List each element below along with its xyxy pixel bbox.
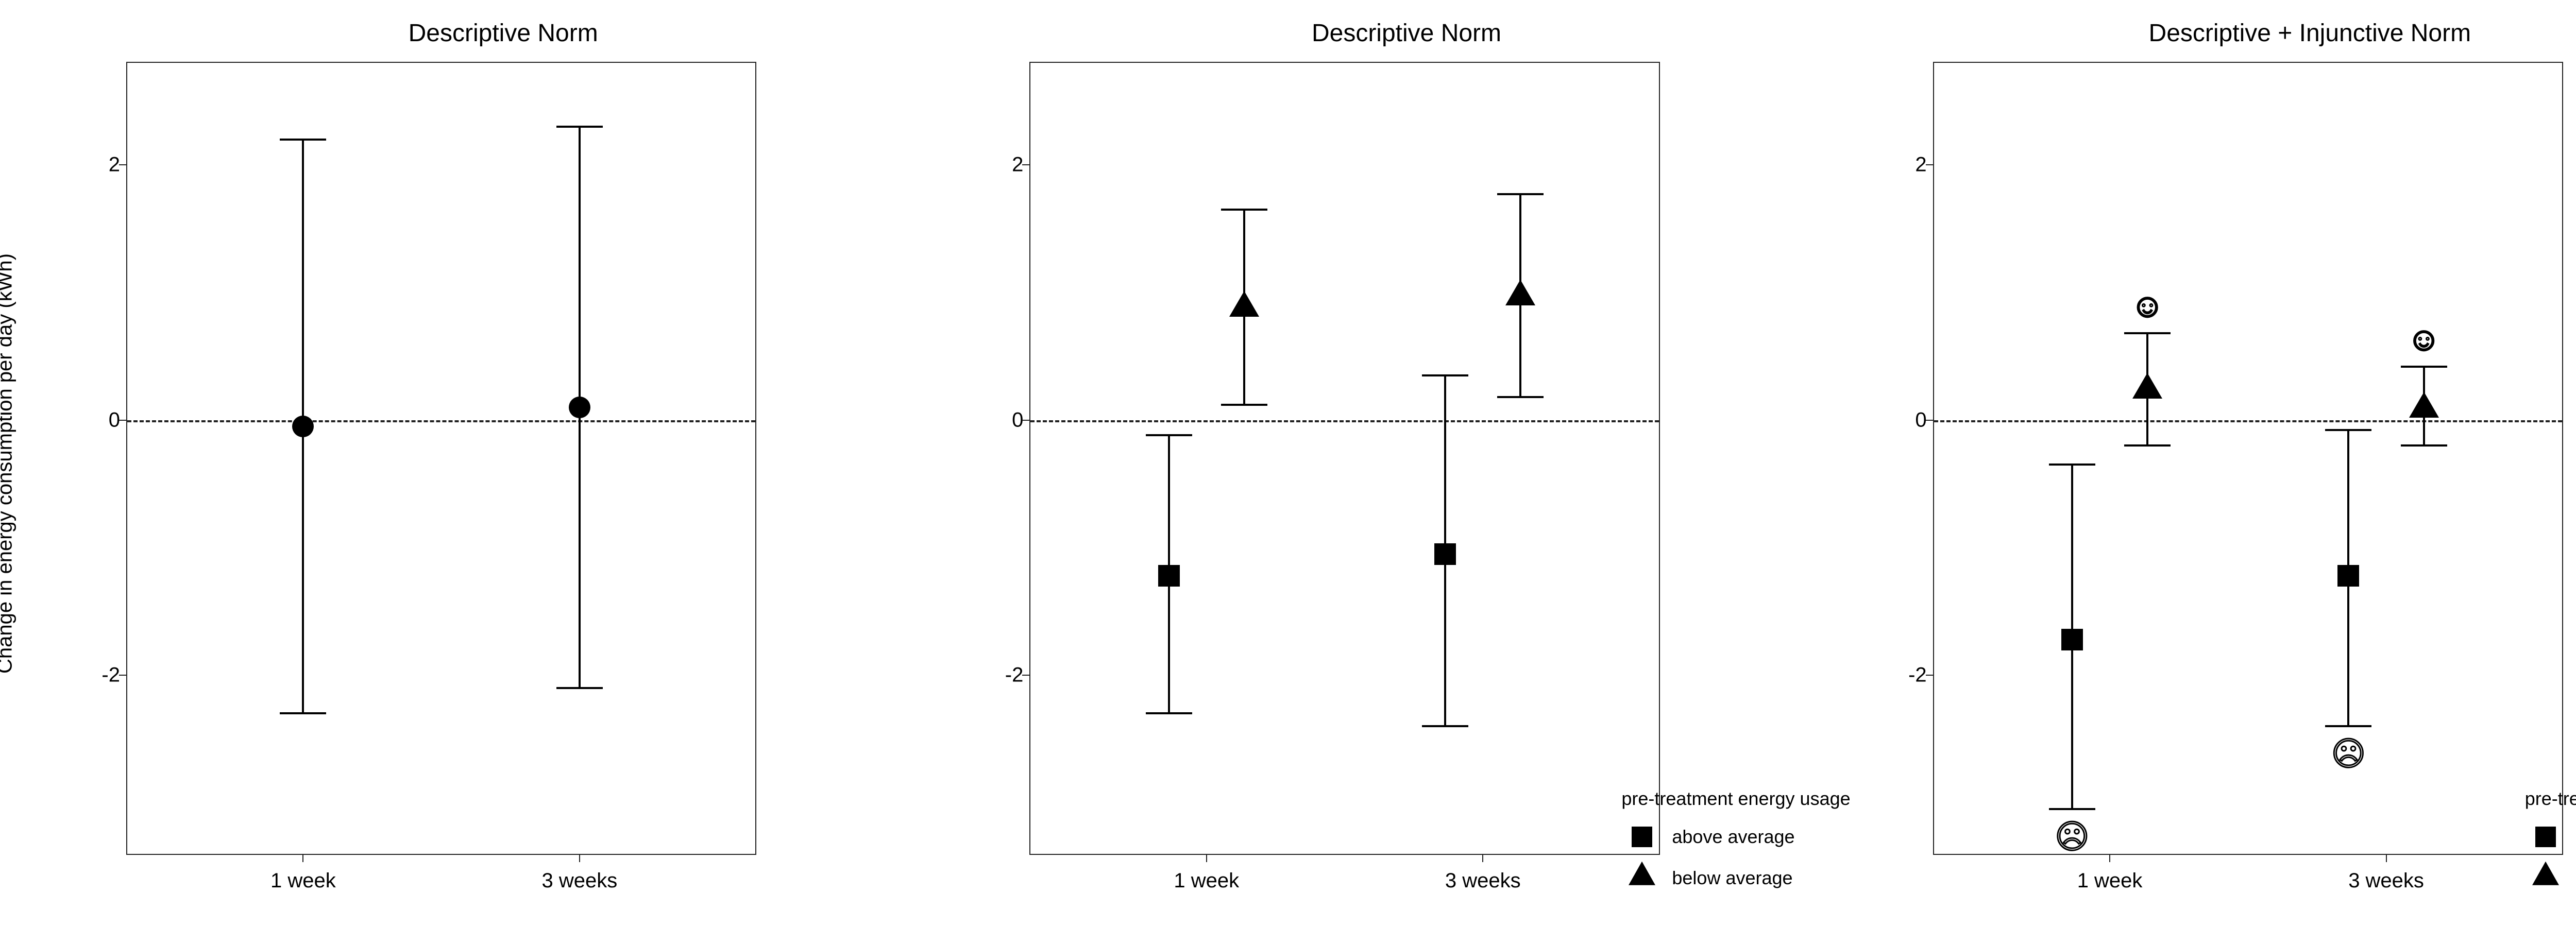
y-tick-mark	[1022, 675, 1030, 676]
data-point-triangle	[2409, 392, 2439, 418]
error-bar-cap	[1221, 209, 1267, 211]
x-tick-mark	[1482, 854, 1483, 862]
data-point-triangle	[1229, 291, 1259, 317]
error-bar-cap	[2049, 464, 2095, 466]
legend: pre-treatment energy usage above average b…	[1621, 788, 1850, 901]
legend-label: below average	[1672, 867, 1792, 889]
smile-icon: ☺	[2407, 320, 2441, 358]
frown-icon: ☹	[2055, 818, 2090, 856]
error-bar-cap	[2124, 444, 2171, 447]
error-bar-cap	[2049, 808, 2095, 810]
triangle-icon	[1629, 862, 1655, 885]
data-point-circle	[292, 416, 314, 437]
error-bar-cap	[2325, 725, 2371, 727]
legend-item: above average	[1621, 819, 1850, 855]
y-tick-mark	[119, 420, 127, 421]
square-icon	[1632, 827, 1652, 847]
error-bar-cap	[1146, 712, 1192, 714]
panel-title: Descriptive Norm	[64, 15, 942, 57]
square-icon	[2535, 827, 2556, 847]
x-tick-mark	[2386, 854, 2387, 862]
panel-p1: Descriptive Norm -2021 week3 weeks	[64, 15, 942, 912]
legend-label: above average	[1672, 826, 1794, 848]
panel-p2: Descriptive Norm-2021 week3 weekspre-tre…	[968, 15, 1845, 912]
data-point-square	[1434, 543, 1456, 565]
data-point-square	[2061, 629, 2083, 650]
x-tick-mark	[2109, 854, 2110, 862]
y-axis-label: Change in energy consumption per day (kW…	[0, 253, 17, 674]
legend: pre-treatment energy usage above average b…	[2525, 788, 2576, 901]
zero-reference-line	[1934, 420, 2562, 422]
error-bar-cap	[280, 139, 326, 141]
legend-swatch	[2525, 819, 2566, 855]
error-bar-cap	[2325, 429, 2371, 431]
error-bar-cap	[1497, 193, 1544, 195]
smile-icon: ☺	[2131, 286, 2164, 324]
zero-reference-line	[1030, 420, 1658, 422]
plot-area: -2021 week3 weeks☹☺☹☺	[1933, 62, 2563, 855]
legend-swatch	[1621, 860, 1663, 896]
legend-title: pre-treatment energy usage	[1621, 788, 1850, 810]
panel-body: -2021 week3 weeks	[64, 57, 942, 912]
x-tick-mark	[302, 854, 303, 862]
legend-swatch	[1621, 819, 1663, 855]
panel-body: -2021 week3 weekspre-treatment energy us…	[968, 57, 1845, 912]
error-bar-cap	[556, 126, 603, 128]
y-tick-mark	[1926, 675, 1934, 676]
x-tick-mark	[579, 854, 580, 862]
y-tick-mark	[1926, 164, 1934, 165]
legend-swatch	[2525, 860, 2566, 896]
data-point-square	[2337, 565, 2359, 587]
panel-body: -2021 week3 weeks☹☺☹☺pre-treatment energ…	[1871, 57, 2576, 912]
panel-p3: Descriptive + Injunctive Norm-2021 week3…	[1871, 15, 2576, 912]
panel-title: Descriptive Norm	[968, 15, 1845, 57]
y-tick-mark	[1022, 164, 1030, 165]
figure: Change in energy consumption per day (kW…	[0, 0, 2576, 927]
data-point-circle	[569, 397, 590, 418]
legend-item: below average	[1621, 860, 1850, 896]
plot-area: -2021 week3 weeks	[1029, 62, 1659, 855]
triangle-icon	[2532, 862, 2559, 885]
y-tick-mark	[119, 164, 127, 165]
y-tick-mark	[1926, 420, 1934, 421]
error-bar-cap	[1146, 434, 1192, 436]
data-point-triangle	[2132, 373, 2162, 399]
zero-reference-line	[127, 420, 755, 422]
error-bar-cap	[1422, 725, 1468, 727]
error-bar-cap	[556, 687, 603, 689]
data-point-triangle	[1505, 280, 1535, 305]
error-bar-cap	[2401, 366, 2447, 368]
x-tick-mark	[1206, 854, 1207, 862]
legend-item: above average	[2525, 819, 2576, 855]
error-bar-cap	[1221, 404, 1267, 406]
error-bar-cap	[2124, 332, 2171, 334]
legend-item: below average	[2525, 860, 2576, 896]
plot-area: -2021 week3 weeks	[126, 62, 756, 855]
y-tick-mark	[1022, 420, 1030, 421]
error-bar-cap	[1422, 374, 1468, 376]
legend-title: pre-treatment energy usage	[2525, 788, 2576, 810]
y-tick-mark	[119, 675, 127, 676]
error-bar-cap	[1497, 396, 1544, 398]
panel-title: Descriptive + Injunctive Norm	[1871, 15, 2576, 57]
error-bar-cap	[2401, 444, 2447, 447]
data-point-square	[1158, 565, 1180, 587]
error-bar-cap	[280, 712, 326, 714]
frown-icon: ☹	[2331, 735, 2366, 774]
